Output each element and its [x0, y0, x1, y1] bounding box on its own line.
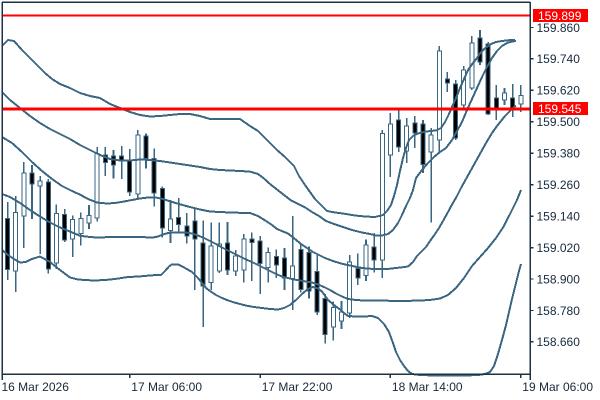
- svg-text:17 Mar 06:00: 17 Mar 06:00: [131, 380, 202, 394]
- svg-text:159.899: 159.899: [538, 9, 582, 23]
- svg-text:159.620: 159.620: [537, 84, 581, 98]
- svg-text:159.860: 159.860: [537, 21, 581, 35]
- svg-text:16 Mar 2026: 16 Mar 2026: [2, 380, 70, 394]
- svg-text:159.140: 159.140: [537, 209, 581, 223]
- svg-text:159.545: 159.545: [538, 102, 582, 116]
- svg-text:17 Mar 22:00: 17 Mar 22:00: [262, 380, 333, 394]
- svg-text:18 Mar 14:00: 18 Mar 14:00: [392, 380, 463, 394]
- svg-text:158.780: 158.780: [537, 304, 581, 318]
- svg-text:19 Mar 06:00: 19 Mar 06:00: [522, 380, 593, 394]
- svg-text:158.900: 158.900: [537, 272, 581, 286]
- svg-text:159.380: 159.380: [537, 147, 581, 161]
- svg-text:159.020: 159.020: [537, 241, 581, 255]
- svg-text:159.500: 159.500: [537, 115, 581, 129]
- svg-text:159.740: 159.740: [537, 52, 581, 66]
- svg-text:159.260: 159.260: [537, 178, 581, 192]
- svg-text:158.660: 158.660: [537, 335, 581, 349]
